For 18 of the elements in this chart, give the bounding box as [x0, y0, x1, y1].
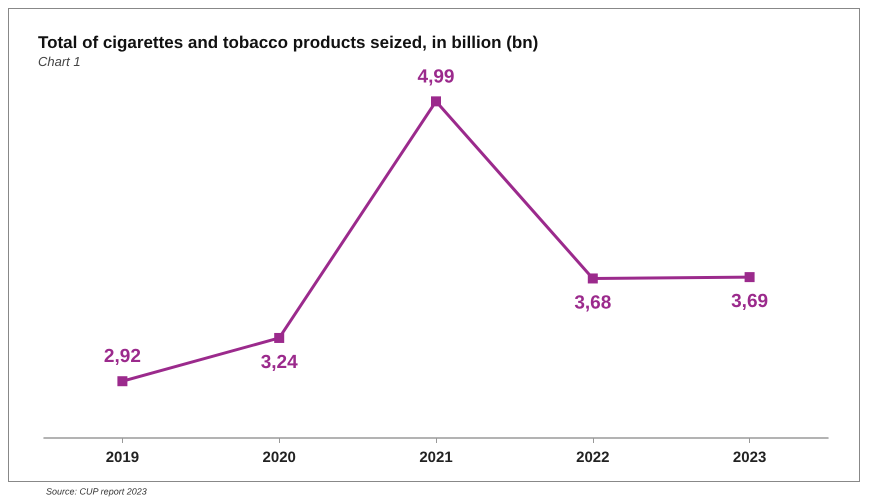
- chart-subtitle: Chart 1: [38, 54, 81, 69]
- data-label: 3,69: [731, 291, 768, 312]
- point: [431, 96, 441, 106]
- point: [117, 376, 128, 386]
- data-label: 2,92: [104, 346, 141, 368]
- data-label: 4,99: [418, 66, 454, 88]
- x-tick-label: 2022: [576, 449, 610, 466]
- point: [588, 273, 598, 284]
- x-tick-label: 2023: [732, 449, 766, 466]
- data-label: 3,24: [260, 352, 298, 373]
- data-label: 3,68: [574, 292, 612, 314]
- x-tick-label: 2020: [262, 449, 296, 466]
- x-tick-label: 2019: [106, 449, 140, 466]
- x-tick-label: 2021: [419, 449, 453, 466]
- point: [274, 332, 284, 343]
- point: [744, 272, 755, 282]
- source-note: Source: CUP report 2023: [46, 486, 147, 496]
- chart-title: Total of cigarettes and tobacco products seized, in billion (bn): [38, 33, 538, 52]
